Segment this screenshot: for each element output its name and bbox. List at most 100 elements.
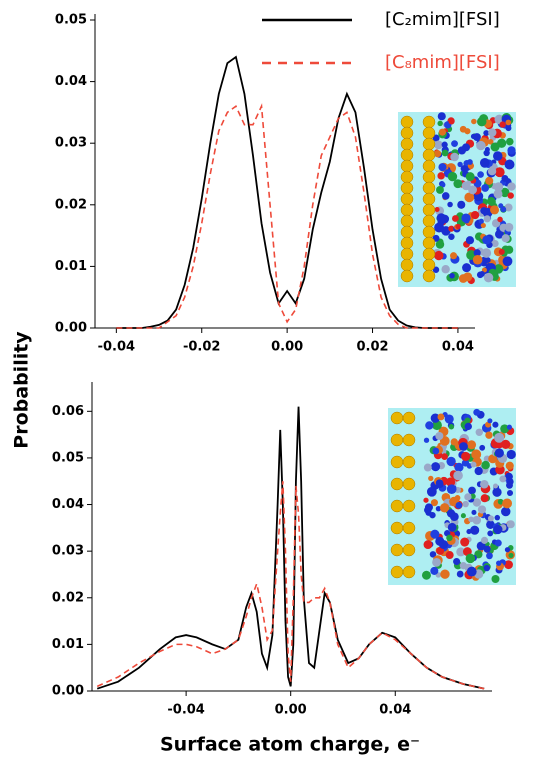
data-line [96,406,485,690]
inset-atom [453,557,461,566]
inset-atom [477,116,487,127]
y-tick-label: 0.02 [55,197,87,212]
inset-atom [432,134,440,142]
inset-atom [448,225,455,232]
inset-atom [434,222,445,233]
inset-atom [461,451,471,462]
inset-atom [485,176,494,185]
inset-atom [437,120,443,127]
inset-atom [487,515,494,522]
inset-gold-atom [400,148,414,162]
inset-atom [500,187,510,198]
inset-atom [437,172,445,180]
inset-gold-atom [402,433,416,447]
inset-gold-atom [402,543,416,557]
inset-atom [461,459,470,467]
inset-gold-atom [402,499,416,513]
inset-atom [423,437,430,443]
inset-atom [505,472,513,481]
inset-atom [480,222,486,229]
inset-atom [478,218,484,224]
inset-atom [456,547,466,557]
x-axis-title: Surface atom charge, e⁻ [160,734,420,756]
inset-atom [505,461,514,470]
inset-atom [430,566,439,575]
y-tick-label: 0.06 [52,404,84,419]
inset-atom [457,161,463,168]
inset-atom [501,506,511,517]
inset-atom [437,112,446,121]
inset-atom [487,196,496,206]
inset-atom [495,229,504,239]
inset-gold-atom [400,115,414,129]
inset-gold-atom [390,543,404,557]
inset-atom [455,502,463,509]
inset-atom [495,464,505,475]
legend-label: [C₈mim][FSI] [385,52,500,73]
inset-atom [433,150,442,158]
inset-atom [437,413,445,421]
inset-atom [493,189,503,199]
inset-gold-atom [390,433,404,447]
inset-gold-atom [402,521,416,535]
inset-gold-atom [422,115,436,129]
inset-atom [504,159,515,170]
inset-atom [460,165,468,173]
inset-atom [506,449,516,460]
inset-atom [479,444,486,451]
inset-atom [446,456,456,467]
inset-atom [467,159,473,165]
y-axis-title: Probability [11,331,33,449]
inset-atom [450,152,459,162]
x-tick-label: 0.04 [379,703,411,718]
y-tick-label: 0.04 [52,497,84,512]
inset-atom [491,574,500,584]
inset-gold-atom [400,203,414,217]
inset-gold-atom [400,225,414,239]
inset-atom [460,537,470,547]
inset-atom [452,215,459,222]
inset-gold-atom [402,455,416,469]
inset-atom [454,462,464,472]
inset-atom [484,257,491,264]
y-tick-label: 0.00 [55,321,87,336]
inset-gold-atom [422,247,436,261]
inset-atom [421,570,431,580]
inset-atom [474,466,483,476]
inset-atom [472,498,482,507]
inset-atom [507,182,516,191]
inset-atom [494,167,505,178]
inset-atom [453,179,463,189]
inset-atom [482,235,492,245]
inset-atom [494,432,505,443]
inset-atom [451,140,458,148]
inset-atom [488,454,498,464]
inset-atom [507,146,516,155]
inset-atom [497,216,503,223]
inset-atom [448,424,455,430]
inset-atom [492,483,499,489]
inset-atom [493,151,503,161]
inset-atom [464,192,475,203]
inset-gold-atom [422,148,436,162]
inset-gold-atom [400,236,414,250]
inset-atom [442,192,450,200]
y-tick-label: 0.05 [55,13,87,28]
inset-atom [481,460,490,470]
y-tick-label: 0.04 [55,74,87,89]
inset-atom [439,539,449,550]
inset-atom [506,489,514,497]
inset-atom [497,138,507,148]
inset-atom [492,487,502,497]
inset-atom [501,439,511,449]
inset-gold-atom [400,192,414,206]
inset-atom [481,184,490,192]
inset-atom [428,475,434,482]
inset-atom [466,529,472,535]
inset-atom [487,139,494,145]
inset-atom [471,118,477,125]
inset-atom [480,494,489,503]
inset-atom [445,477,456,487]
inset-atom [457,146,467,155]
